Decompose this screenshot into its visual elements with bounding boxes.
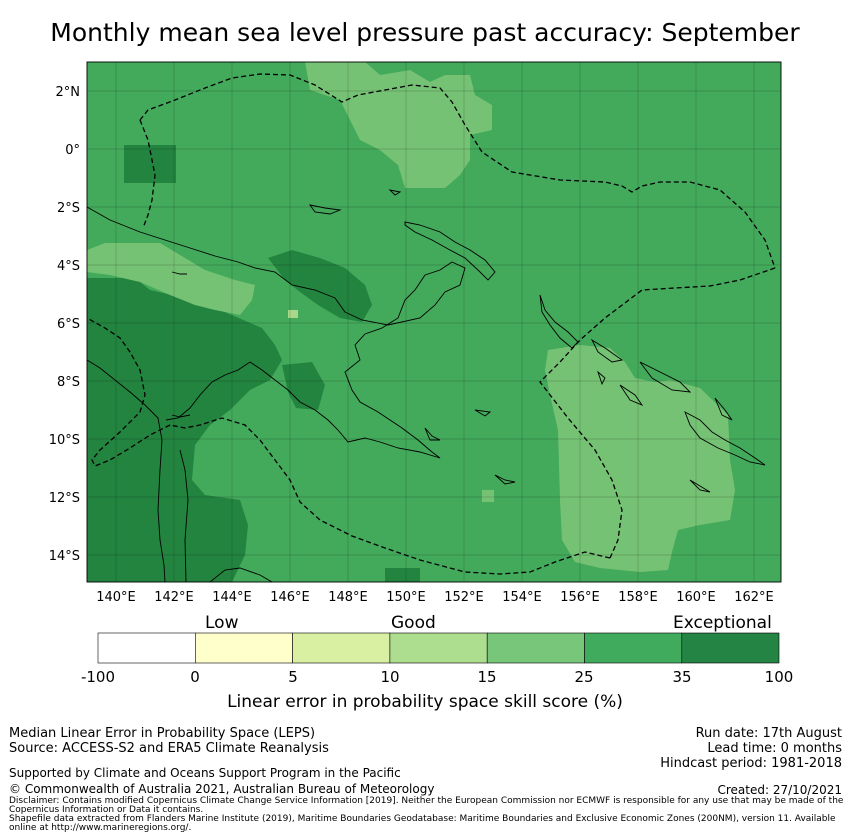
lon-tick: 148°E — [328, 590, 368, 605]
dark-skill-regions — [87, 145, 420, 582]
colorbar-label: Linear error in probability space skill … — [227, 692, 623, 712]
lat-tick: 6°S — [57, 317, 80, 332]
light-skill-regions — [87, 62, 735, 572]
colorbar-segment — [486, 632, 585, 664]
footer-source: Source: ACCESS-S2 and ERA5 Climate Reana… — [9, 741, 329, 756]
footer-shapefile: Shapefile data extracted from Flanders M… — [9, 814, 836, 833]
colorbar-tick: 25 — [574, 668, 593, 686]
colorbar — [97, 632, 780, 664]
footer-run-date: Run date: 17th August — [695, 726, 842, 741]
colorbar-tick: 15 — [477, 668, 496, 686]
colorbar-tick: 35 — [672, 668, 691, 686]
colorbar-segment — [97, 632, 196, 664]
category-low: Low — [205, 613, 239, 633]
lat-tick: 14°S — [49, 549, 80, 564]
colorbar-segment — [292, 632, 391, 664]
footer-copyright: © Commonwealth of Australia 2021, Austra… — [9, 782, 435, 796]
lon-tick: 158°E — [618, 590, 658, 605]
lon-axis: 140°E 142°E 144°E 146°E 148°E 150°E 152°… — [96, 590, 774, 605]
footer-method: Median Linear Error in Probability Space… — [9, 726, 316, 741]
map-frame — [86, 61, 782, 583]
colorbar-tick: 10 — [380, 668, 399, 686]
lat-tick: 12°S — [49, 491, 80, 506]
lon-tick: 156°E — [560, 590, 600, 605]
category-exceptional: Exceptional — [673, 613, 772, 633]
colorbar-ticks: -100 0 5 10 15 25 35 100 — [81, 668, 793, 686]
lon-tick: 162°E — [734, 590, 774, 605]
category-good: Good — [391, 613, 436, 633]
lon-tick: 144°E — [212, 590, 252, 605]
footer-lead-time: Lead time: 0 months — [707, 741, 842, 756]
footer-hindcast: Hindcast period: 1981-2018 — [660, 756, 842, 771]
colorbar-tick: 5 — [288, 668, 298, 686]
coastlines — [87, 189, 766, 582]
lon-tick: 152°E — [444, 590, 484, 605]
footer-support: Supported by Climate and Oceans Support … — [9, 766, 401, 780]
lon-tick: 146°E — [270, 590, 310, 605]
colorbar-segment — [389, 632, 488, 664]
lat-tick: 2°N — [56, 85, 81, 100]
skill-map: 2°N 0° 2°S 4°S 6°S 8°S 10°S 12°S 14°S 14… — [49, 61, 793, 686]
eez-boundaries — [87, 73, 776, 575]
colorbar-tick: 0 — [190, 668, 200, 686]
colorbar-segment — [584, 632, 683, 664]
lat-tick: 2°S — [57, 201, 80, 216]
lat-tick: 0° — [65, 143, 80, 158]
lon-tick: 160°E — [676, 590, 716, 605]
lon-tick: 150°E — [386, 590, 426, 605]
lat-tick: 10°S — [49, 433, 80, 448]
footer-created: Created: 27/10/2021 — [717, 783, 842, 797]
footer-disclaimer: Disclaimer: Contains modified Copernicus… — [9, 796, 844, 815]
colorbar-segment — [681, 632, 780, 664]
map-title: Monthly mean sea level pressure past acc… — [50, 18, 800, 47]
lon-tick: 154°E — [502, 590, 542, 605]
colorbar-tick: -100 — [81, 668, 115, 686]
colorbar-segment — [195, 632, 293, 664]
lat-tick: 8°S — [57, 375, 80, 390]
lat-tick: 4°S — [57, 259, 80, 274]
lat-axis: 2°N 0° 2°S 4°S 6°S 8°S 10°S 12°S 14°S — [49, 85, 80, 564]
graticule — [87, 62, 781, 582]
colorbar-tick: 100 — [765, 668, 794, 686]
lon-tick: 142°E — [154, 590, 194, 605]
lon-tick: 140°E — [96, 590, 136, 605]
